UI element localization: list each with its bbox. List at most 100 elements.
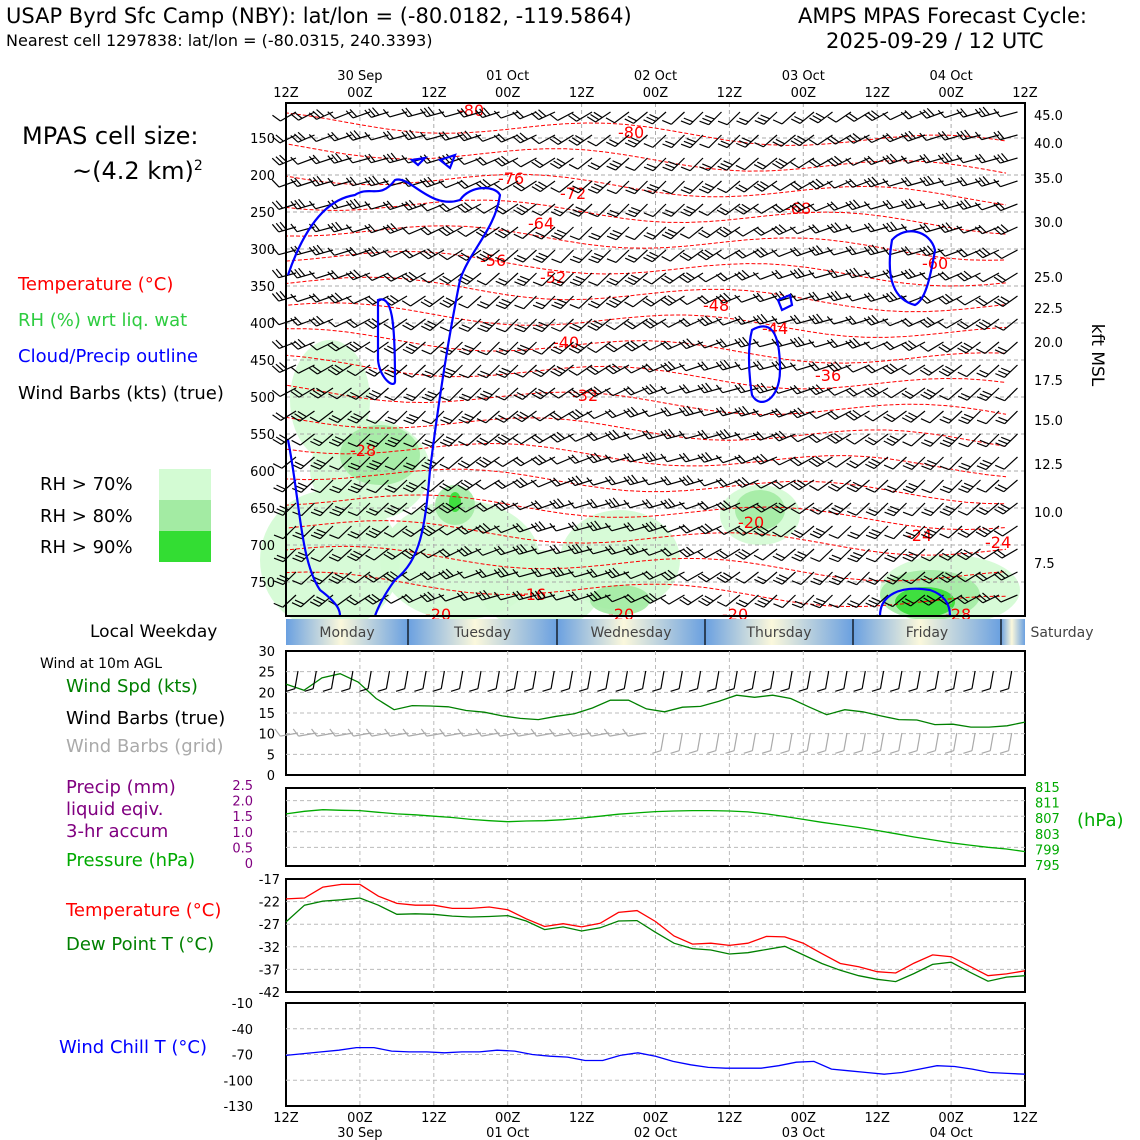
- wind-barb: [384, 433, 408, 448]
- weekday-band-5: [1001, 619, 1025, 645]
- y-tick-kft-2: 35.0: [1034, 172, 1063, 187]
- wind-barb: [753, 502, 778, 513]
- wind-barb: [716, 203, 741, 216]
- wind-barb: [271, 134, 297, 144]
- wind-barb-grid: [329, 728, 354, 737]
- wind-barb: [919, 175, 944, 187]
- y-tick-hpa-1: 200: [250, 169, 275, 184]
- wind-barb: [771, 359, 796, 371]
- wind-barb: [587, 341, 611, 353]
- wind-barb: [271, 362, 297, 373]
- wind-barb: [402, 502, 426, 515]
- temp-label-15: -24: [906, 526, 932, 545]
- wind-barb-true: [469, 670, 482, 692]
- wind-barb: [995, 433, 1018, 448]
- wind-barb-grid: [908, 732, 921, 754]
- wind-barb: [660, 295, 685, 306]
- wind-barb: [975, 272, 1000, 283]
- wind-barb: [569, 318, 593, 332]
- wind-barb: [993, 525, 1018, 537]
- wind-barb: [994, 456, 1018, 470]
- wind-barb: [957, 341, 981, 354]
- wind-barb: [976, 502, 1000, 516]
- wind-barb: [697, 272, 722, 283]
- wind-barb-grid: [798, 732, 811, 754]
- wind-barb-grid: [670, 732, 683, 754]
- wind-barb: [365, 387, 389, 401]
- top-time-tick-8: 12Z: [864, 86, 890, 101]
- wind-barb: [475, 107, 500, 119]
- wind-barb: [586, 410, 611, 420]
- wind-barb: [384, 479, 408, 493]
- wind-barb: [271, 387, 297, 397]
- cloud-outline-7: [437, 153, 457, 170]
- wind-barb: [956, 295, 981, 306]
- wind-barb: [902, 479, 926, 494]
- wind-barb: [994, 502, 1018, 515]
- wind-barb: [606, 180, 630, 195]
- wind-barb: [865, 525, 889, 540]
- wind-barb: [957, 525, 981, 538]
- rh-region-7: [290, 340, 370, 460]
- wind-barb: [457, 502, 482, 513]
- wind-barb: [623, 340, 648, 352]
- top-date-1: 01 Oct: [486, 69, 529, 84]
- wind-barb-true: [816, 670, 830, 692]
- wind-barb: [477, 364, 500, 379]
- temp-contour-0: [285, 112, 1007, 146]
- wind-barb: [957, 548, 981, 561]
- wind-barb: [530, 545, 556, 555]
- wind-barb: [976, 410, 1000, 425]
- wind-barb: [753, 157, 778, 170]
- wind-barb: [827, 134, 852, 145]
- wind-barb: [290, 316, 315, 326]
- wind-barb: [643, 111, 667, 125]
- wind-barb: [438, 131, 463, 141]
- wind-barb: [993, 152, 1018, 164]
- wind-barb: [791, 111, 815, 124]
- cloud-outline-5: [878, 587, 952, 617]
- wind-barb: [421, 341, 445, 355]
- wind-barb: [956, 270, 981, 282]
- wind-barb: [699, 111, 722, 126]
- wind-barb: [974, 106, 1000, 118]
- wind-barb: [660, 318, 685, 328]
- wind-barb: [956, 318, 981, 330]
- wind-y-tick-0: 0: [267, 769, 275, 784]
- wind-barb-true: [835, 670, 848, 692]
- wind-barb: [421, 364, 445, 379]
- wind-barb: [884, 525, 907, 540]
- wind-barb: [623, 593, 648, 604]
- temp-y-tick-1: -22: [259, 896, 280, 911]
- wind-barb-grid: [963, 732, 976, 754]
- wind-barb: [347, 525, 371, 539]
- wind-barb: [902, 502, 926, 517]
- wind-barb: [863, 269, 889, 279]
- legend-temperature: Temperature (°C): [18, 274, 174, 295]
- wind-barb-true: [615, 670, 628, 692]
- wind-barb: [976, 364, 1000, 378]
- top-time-tick-5: 00Z: [643, 86, 669, 101]
- wind-barb: [440, 410, 463, 425]
- wind-barb-grid: [365, 728, 390, 737]
- wind-barb-grid: [311, 728, 335, 737]
- temp-label-0: -80: [458, 101, 484, 120]
- wind-barb: [678, 317, 704, 328]
- wind-barb: [364, 272, 389, 281]
- wind-barb-true: [761, 670, 775, 692]
- wind-barb: [828, 502, 852, 516]
- wind-barb: [715, 500, 741, 512]
- wind-barb: [329, 502, 352, 517]
- wind-barb: [549, 134, 574, 145]
- wind-barb: [846, 456, 870, 469]
- wind-barb: [272, 433, 297, 445]
- wind-barb: [549, 544, 574, 555]
- wind-barb: [495, 318, 519, 333]
- temp-label-6: -56: [480, 251, 506, 270]
- wind-barb-grid: [457, 728, 482, 737]
- wind-barb: [752, 247, 778, 258]
- wind-barb: [863, 314, 889, 326]
- y-tick-hpa-0: 150: [250, 132, 275, 147]
- wind-barb: [938, 571, 963, 583]
- wind-barb: [865, 571, 889, 586]
